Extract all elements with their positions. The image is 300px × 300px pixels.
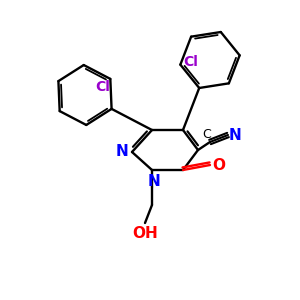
Text: Cl: Cl [183, 55, 198, 69]
Text: OH: OH [132, 226, 158, 241]
Text: C: C [202, 128, 211, 140]
Text: Cl: Cl [95, 80, 110, 94]
Text: N: N [148, 173, 160, 188]
Text: O: O [212, 158, 226, 172]
Text: N: N [229, 128, 242, 142]
Text: N: N [116, 143, 128, 158]
